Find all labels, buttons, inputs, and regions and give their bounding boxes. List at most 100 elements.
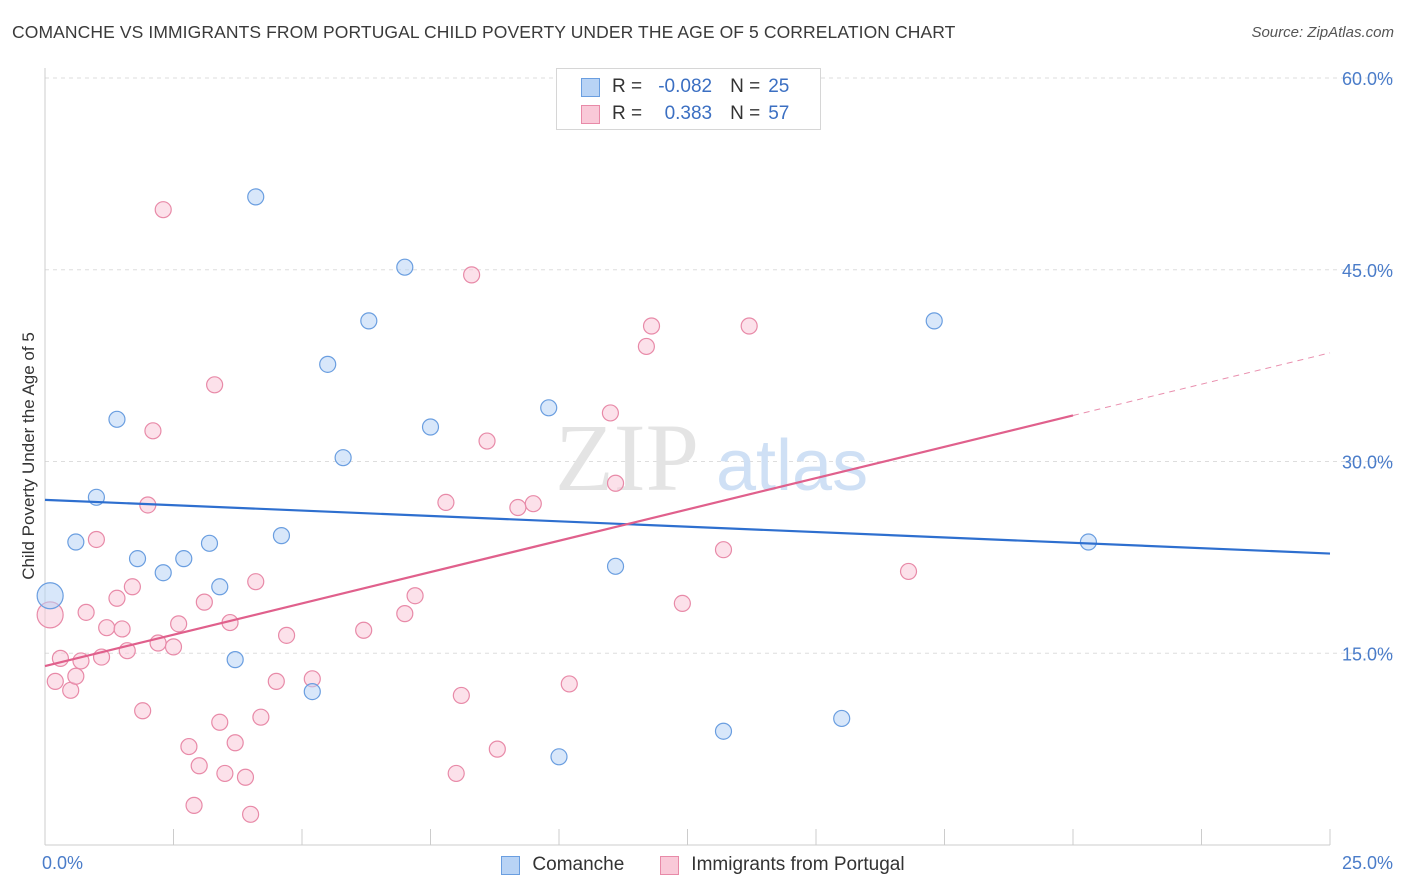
legend-swatch-comanche <box>501 855 521 875</box>
legend-swatch-portugal <box>660 855 680 875</box>
y-tick-label: 15.0% <box>1342 644 1393 664</box>
data-point <box>226 651 244 669</box>
legend-swatch-comanche <box>581 77 600 97</box>
data-point <box>180 737 198 756</box>
legend-item-comanche: Comanche <box>501 854 624 876</box>
data-point <box>108 410 126 428</box>
grid-lines <box>45 77 1393 654</box>
data-point <box>195 593 213 611</box>
legend-n-value: 25 <box>768 76 790 97</box>
legend-label-comanche: Comanche <box>532 854 625 875</box>
legend-swatch-portugal <box>581 104 600 124</box>
data-point <box>714 541 733 559</box>
legend-r-value: -0.082 <box>658 76 713 97</box>
data-point <box>899 562 918 581</box>
data-point <box>360 312 378 330</box>
series-portugal-points <box>36 201 918 823</box>
axes <box>44 68 1331 846</box>
data-point <box>144 422 162 440</box>
data-point <box>642 317 661 335</box>
data-point <box>87 530 106 549</box>
data-point <box>200 534 219 552</box>
data-point <box>77 603 95 621</box>
series-legend: Comanche Immigrants from Portugal <box>0 852 1406 878</box>
x-tick-label: 25.0% <box>1342 853 1393 873</box>
data-point <box>833 709 851 728</box>
legend-n-label: N = <box>730 76 761 97</box>
data-point <box>560 675 578 693</box>
data-point <box>673 594 691 612</box>
trend-line-portugal <box>44 414 1074 668</box>
data-point <box>113 620 131 638</box>
data-point <box>437 493 455 512</box>
data-point <box>123 578 141 596</box>
series-comanche-points <box>36 188 1098 766</box>
y-tick-label: 30.0% <box>1342 453 1393 473</box>
data-point <box>540 399 558 417</box>
data-point <box>606 557 625 575</box>
data-point <box>319 355 337 373</box>
data-point <box>108 589 126 607</box>
legend-r-label: R = <box>612 76 643 97</box>
data-point <box>36 582 64 610</box>
data-point <box>252 708 270 726</box>
data-point <box>334 449 352 467</box>
data-point <box>1079 533 1098 551</box>
source-label: Source: ZipAtlas.com <box>1251 24 1394 41</box>
data-point <box>606 474 625 492</box>
correlation-legend: R = -0.082 N = 25 R = 0.383 N = 57 <box>556 68 821 130</box>
data-point <box>236 768 255 786</box>
data-point <box>478 432 496 450</box>
data-point <box>185 796 203 814</box>
data-point <box>128 550 147 568</box>
data-point <box>714 722 733 740</box>
legend-item-portugal: Immigrants from Portugal <box>660 854 905 876</box>
data-point <box>190 757 208 775</box>
data-point <box>46 672 64 690</box>
data-point <box>98 619 116 637</box>
data-point <box>396 258 414 276</box>
trend-line-portugal-extension <box>1072 352 1331 416</box>
y-axis-label: Child Poverty Under the Age of 5 <box>19 332 38 580</box>
y-tick-label: 45.0% <box>1342 261 1393 281</box>
trend-line-comanche <box>44 498 1331 555</box>
data-point <box>247 573 265 591</box>
legend-n-value: 57 <box>768 103 790 124</box>
trend-lines <box>44 352 1331 668</box>
data-point <box>421 418 440 436</box>
data-point <box>925 312 943 330</box>
legend-n-label: N = <box>730 103 761 124</box>
data-point <box>509 498 527 517</box>
data-point <box>524 495 542 513</box>
chart-title: COMANCHE VS IMMIGRANTS FROM PORTUGAL CHI… <box>12 22 956 42</box>
data-point <box>226 734 244 752</box>
data-point <box>550 748 568 766</box>
y-tick-label: 60.0% <box>1342 69 1393 89</box>
watermark: ZIP atlas <box>555 404 868 511</box>
data-point <box>247 188 265 206</box>
data-point <box>740 317 758 335</box>
data-point <box>272 527 291 545</box>
data-point <box>211 578 229 596</box>
data-point <box>154 564 172 582</box>
data-point <box>396 605 414 623</box>
legend-r-value: 0.383 <box>664 103 713 124</box>
data-point <box>463 266 481 284</box>
data-point <box>452 686 470 705</box>
data-point <box>206 376 224 394</box>
legend-r-label: R = <box>612 103 643 124</box>
legend-row-portugal: R = 0.383 N = 57 <box>581 103 789 125</box>
data-point <box>355 621 373 639</box>
x-tick-label: 0.0% <box>42 853 83 873</box>
legend-row-comanche: R = -0.082 N = 25 <box>581 76 789 98</box>
data-point <box>175 550 193 568</box>
data-point <box>277 626 296 644</box>
data-point <box>154 201 172 219</box>
watermark-atlas: atlas <box>716 426 868 506</box>
data-point <box>406 587 424 605</box>
data-point <box>447 764 465 783</box>
data-point <box>267 672 285 690</box>
data-point <box>488 740 506 758</box>
data-point <box>601 404 620 422</box>
